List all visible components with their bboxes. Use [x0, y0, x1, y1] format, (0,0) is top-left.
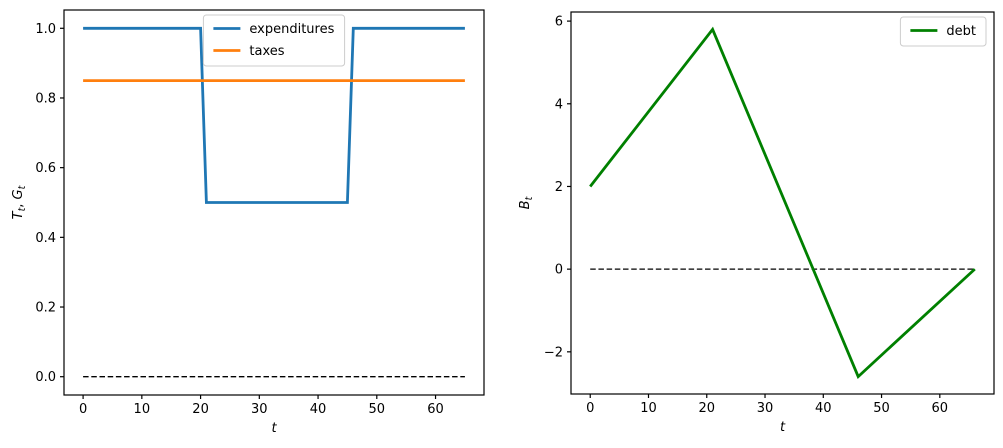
- x-tick-label: 40: [310, 402, 327, 417]
- y-axis-label: Bt: [518, 195, 535, 209]
- y-tick-label: 2: [555, 180, 563, 195]
- x-tick-label: 30: [757, 401, 774, 416]
- y-tick-label: −2: [544, 345, 563, 360]
- y-tick-label: 0.0: [35, 370, 56, 385]
- x-tick-label: 20: [698, 401, 715, 416]
- legend-item-expenditures: expenditures: [213, 22, 335, 37]
- y-tick-label: 0.2: [35, 301, 56, 316]
- series-line-expenditures: [83, 26, 465, 204]
- y-axis-label: Tt, Gt: [11, 184, 28, 219]
- expenditures-taxes-chart: 0 10 20 30 40 50 60 0.0 0.2 0.4 0.6 0.8 1.0 t Tt, Gt ex…: [11, 9, 485, 436]
- y-tick-label: 0.8: [35, 91, 56, 106]
- x-tick-label: 20: [192, 402, 209, 417]
- x-tick-label: 30: [251, 402, 268, 417]
- x-tick-label: 50: [873, 401, 890, 416]
- x-tick-label: 10: [134, 402, 151, 417]
- y-tick-label: 4: [555, 97, 563, 112]
- y-tick-label: 1.0: [35, 22, 56, 37]
- series-line-debt: [589, 26, 976, 379]
- legend-label: debt: [946, 24, 976, 39]
- legend-label: taxes: [249, 44, 284, 59]
- y-tick-label: 0.4: [35, 231, 56, 246]
- legend-label: expenditures: [249, 22, 334, 37]
- x-tick-label: 0: [79, 402, 87, 417]
- y-tick-label: 0.6: [35, 161, 56, 176]
- legend: expenditures taxes: [202, 14, 346, 67]
- x-tick-label: 60: [932, 401, 949, 416]
- axes-frame: [570, 11, 995, 395]
- x-tick-label: 0: [586, 401, 594, 416]
- legend-item-debt: debt: [910, 24, 976, 39]
- x-tick-label: 50: [369, 402, 386, 417]
- x-axis-label: t: [271, 421, 277, 436]
- legend-item-taxes: taxes: [213, 44, 285, 59]
- x-tick-label: 10: [640, 401, 657, 416]
- debt-chart: 0 10 20 30 40 50 60 −2 0 2 4 6 t Bt debt: [518, 11, 995, 435]
- y-tick-label: 0: [555, 263, 563, 278]
- legend-box: [899, 16, 987, 47]
- y-tick-label: 6: [555, 15, 563, 30]
- x-tick-label: 40: [815, 401, 832, 416]
- legend: debt: [899, 16, 987, 47]
- axes-frame: [63, 9, 485, 396]
- x-axis-label: t: [780, 420, 786, 435]
- x-tick-label: 60: [427, 402, 444, 417]
